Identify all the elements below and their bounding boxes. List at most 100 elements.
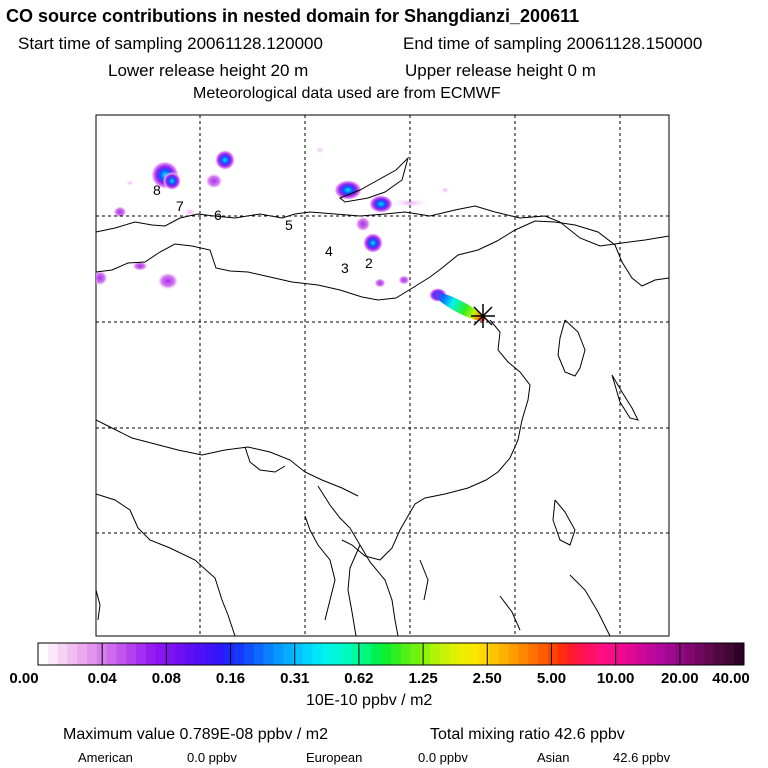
color-bar-cell [547,643,559,665]
color-bar-cell [351,643,362,665]
color-bar-cell [557,643,568,665]
color-bar-cell [489,643,500,665]
color-bar-cell [361,643,372,665]
color-bar-tick-label: 10.00 [596,670,635,687]
lower-release-height-label: Lower release height 20 m [108,61,309,80]
color-bar-cell [322,643,333,665]
color-bar-cell [469,643,480,665]
start-time-label: Start time of sampling 20061128.120000 [18,34,323,53]
color-bar-cell [283,643,294,665]
color-bar-cell [420,643,431,665]
color-bar-cell [136,643,147,665]
color-bar-cell [47,643,59,665]
color-bar-tick-label: 1.25 [408,670,438,687]
color-bar-tick-label: 2.50 [472,670,502,687]
color-bar-cell [165,643,176,665]
color-bar-tick-label: 5.00 [536,670,567,687]
region-asian-name: Asian [537,750,570,765]
color-bar-cell [253,643,264,665]
color-bar-tick-label: 0.08 [151,670,181,687]
color-bar-cell [538,643,549,665]
meteorological-data-label: Meteorological data used are from ECMWF [193,85,501,102]
end-time-label: End time of sampling 20061128.150000 [403,34,703,53]
color-bar-cell [645,643,657,665]
color-bar-cell [126,643,137,665]
color-bar-cell [332,643,343,665]
color-bar [37,642,745,666]
color-bar-cell [567,643,578,665]
color-bar-cell [626,643,637,665]
color-bar-cell [341,643,353,665]
color-bar-tick-label: 0.00 [9,670,39,687]
region-american-name: American [78,750,133,765]
color-bar-cell [479,643,490,665]
color-bar-cell [106,643,117,665]
color-bar-cell [714,643,725,665]
color-bar-cell [724,643,735,665]
color-bar-cell [116,643,127,665]
color-bar-cell [685,643,696,665]
age-labels: 8 7 6 5 4 3 2 [153,182,373,276]
color-bar-tick-label: 0.04 [87,670,117,687]
color-bar-cell [675,643,686,665]
color-bar-cell [381,643,392,665]
color-bar-cell [391,643,402,665]
color-bar-cell [459,643,470,665]
graticule [96,115,669,636]
color-bar-cell [77,643,88,665]
region-european-value: 0.0 ppbv [418,750,468,765]
color-bar-cell [155,643,166,665]
total-mixing-ratio-label: Total mixing ratio 42.6 ppbv [430,726,625,743]
color-bar-cell [606,643,617,665]
age-label-3: 3 [341,260,349,276]
region-american-value: 0.0 ppbv [187,750,237,765]
color-bar-cell [38,643,49,665]
color-bar-cell [587,643,598,665]
color-bar-cell [616,643,627,665]
color-bar-cell [57,643,68,665]
color-bar-cell [528,643,539,665]
color-bar-cell [234,643,245,665]
maximum-value-label: Maximum value 0.789E-08 ppbv / m2 [63,726,329,743]
color-bar-cell [204,643,215,665]
age-label-5: 5 [285,217,293,233]
color-bar-cell [224,643,235,665]
color-bar-cell [518,643,529,665]
color-bar-cell [498,643,510,665]
plot-title: CO source contributions in nested domain… [6,6,580,26]
color-bar-cell [734,643,745,665]
color-bar-cell [577,643,588,665]
color-bar-cell [508,643,519,665]
age-label-4: 4 [325,243,333,259]
color-bar-cell [449,643,461,665]
color-bar-cell [636,643,647,665]
star-icon [471,304,495,328]
color-bar-cell [194,643,206,665]
upper-release-height-label: Upper release height 0 m [405,61,596,80]
color-bar-cell [87,643,98,665]
concentration-field [96,146,669,636]
color-bar-cell [704,643,715,665]
color-bar-cell [263,643,274,665]
color-bar-cell [273,643,284,665]
color-bar-cell [440,643,451,665]
region-european-name: European [306,750,363,765]
color-bar-cell [655,643,666,665]
color-bar-cell [665,643,676,665]
color-bar-cell [185,643,196,665]
color-bar-tick-label: 20.00 [661,670,699,687]
color-bar-cell [214,643,225,665]
color-bar-unit: 10E-10 ppbv / m2 [306,692,433,709]
age-label-6: 6 [214,207,222,223]
color-bar-cell [400,643,412,665]
age-label-8: 8 [153,182,161,198]
age-label-7: 7 [176,198,184,214]
color-bar-cell [175,643,186,665]
color-bar-cell [596,643,608,665]
color-bar-cell [67,643,78,665]
color-bar-cell [312,643,323,665]
color-bar-cell [694,643,706,665]
color-bar-cell [410,643,421,665]
age-label-2: 2 [365,255,373,271]
